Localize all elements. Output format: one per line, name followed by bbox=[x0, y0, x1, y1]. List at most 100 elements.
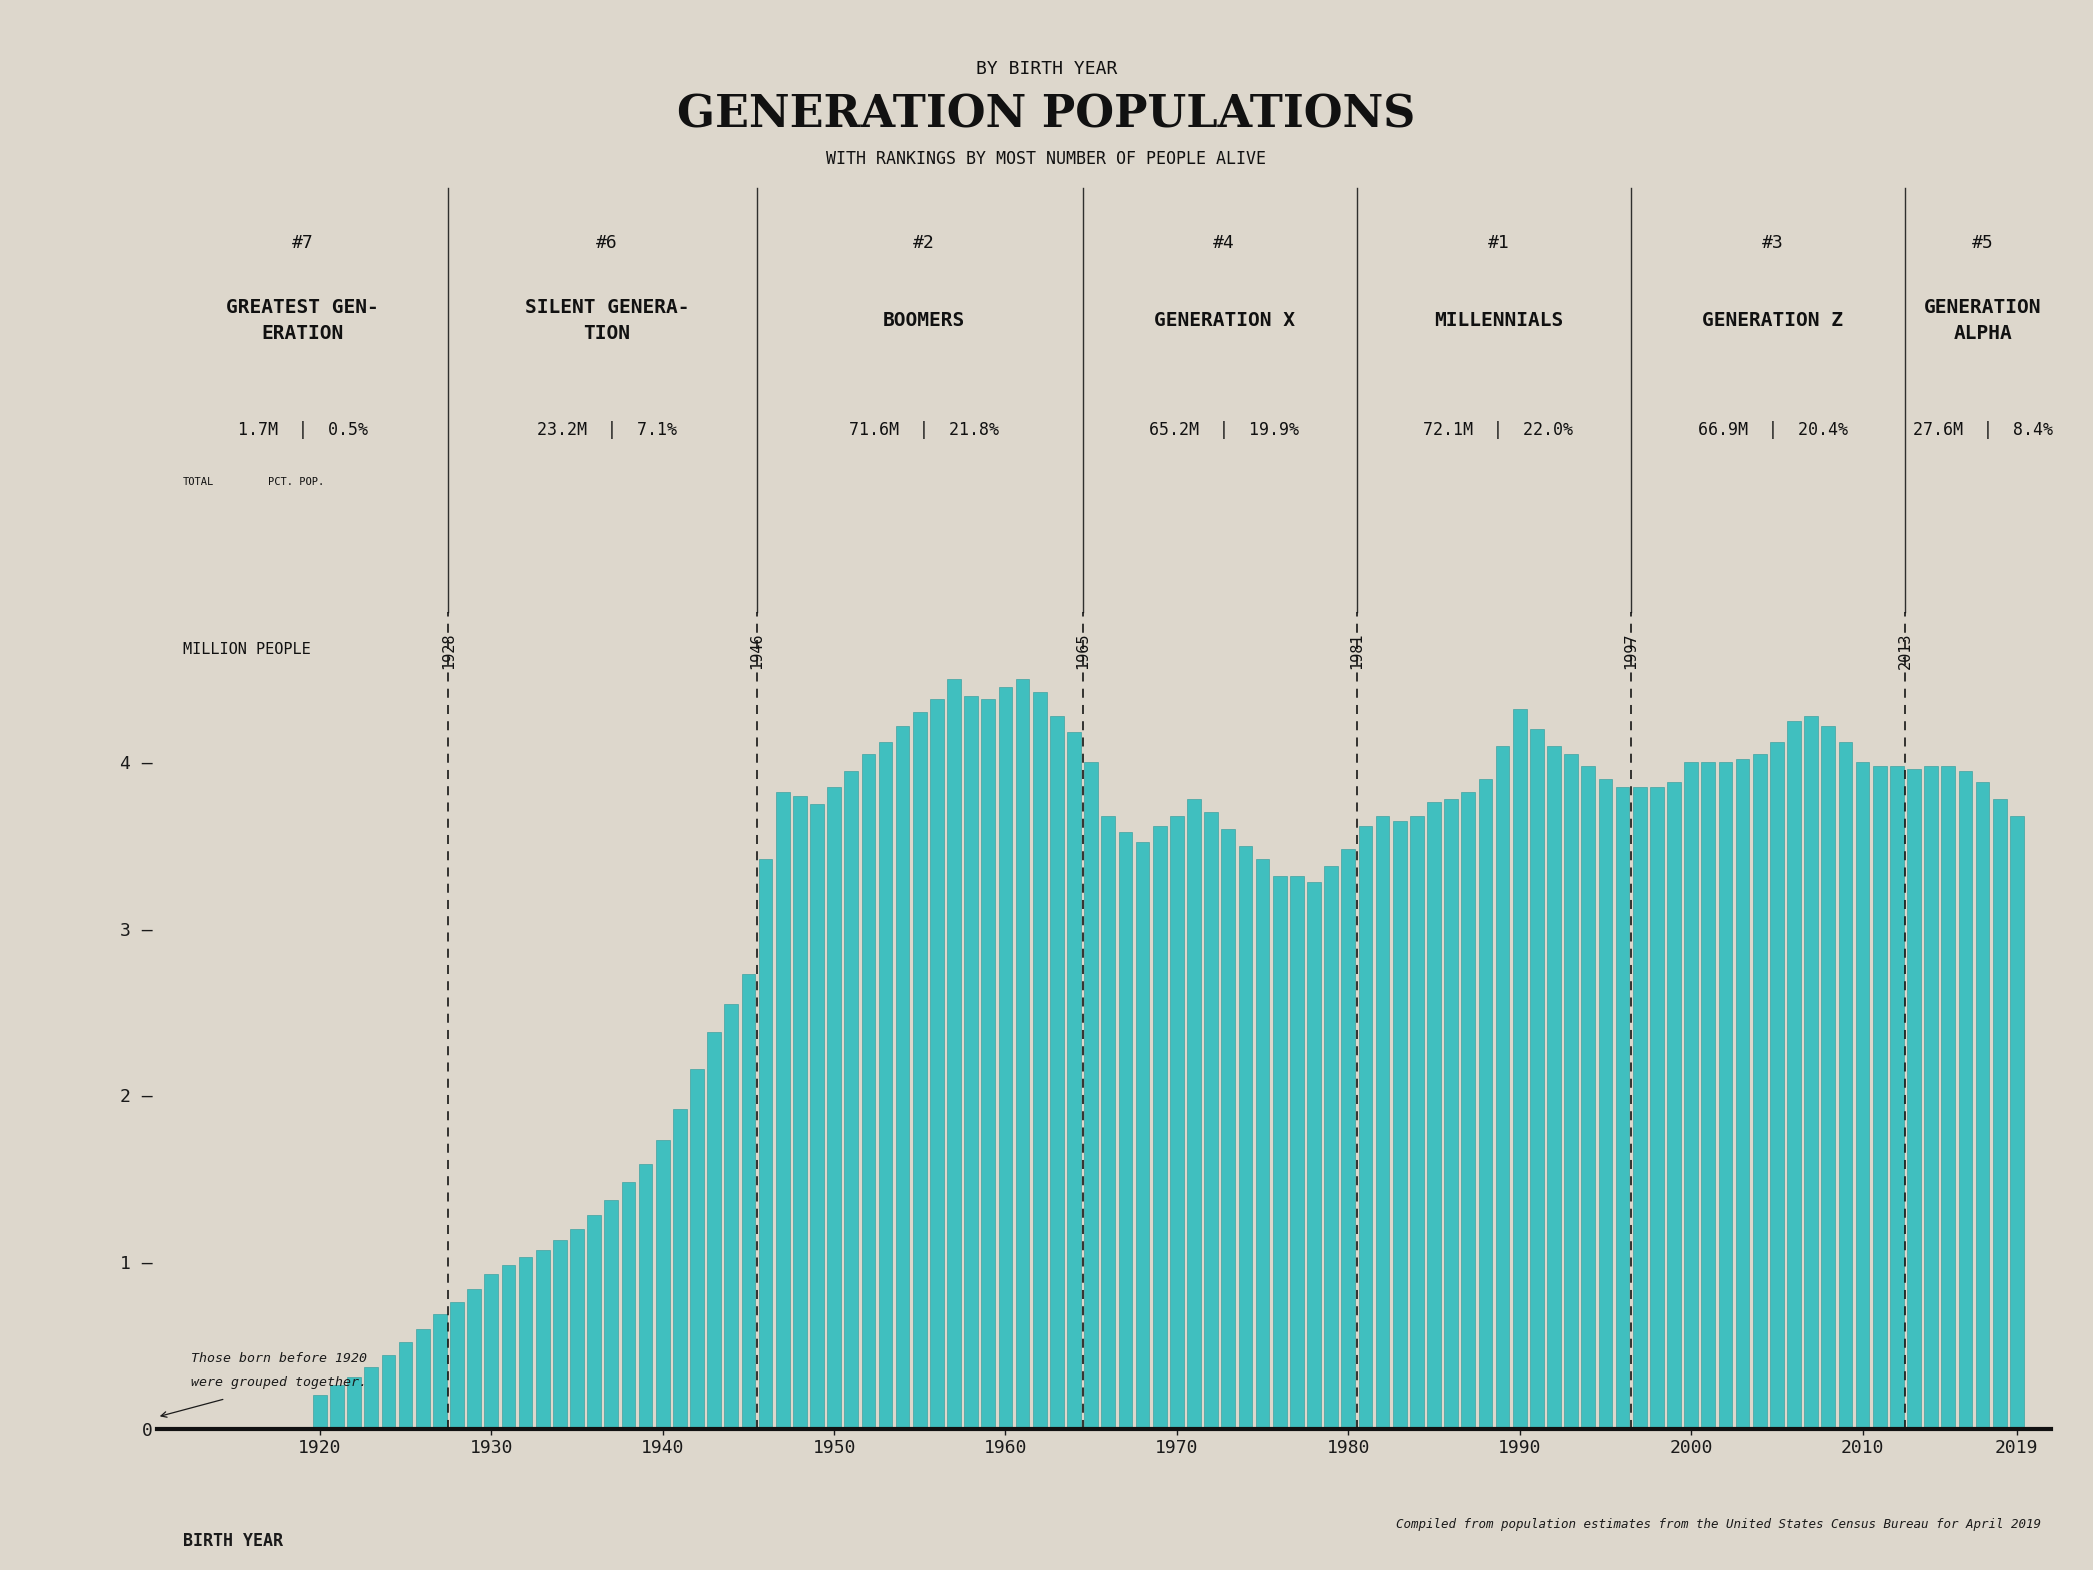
Bar bbox=[674, 1108, 687, 1429]
Bar bbox=[1289, 876, 1304, 1429]
Bar bbox=[1375, 815, 1390, 1429]
Bar bbox=[1136, 842, 1149, 1429]
Text: MILLENNIALS: MILLENNIALS bbox=[1434, 311, 1563, 330]
Text: #3: #3 bbox=[1762, 234, 1783, 253]
Text: TOTAL: TOTAL bbox=[182, 477, 213, 487]
Bar bbox=[622, 1182, 636, 1429]
Bar bbox=[1051, 716, 1063, 1429]
Bar bbox=[793, 796, 806, 1429]
Bar bbox=[536, 1250, 550, 1429]
Text: 1997: 1997 bbox=[1624, 633, 1639, 669]
Text: GENERATION
ALPHA: GENERATION ALPHA bbox=[1923, 298, 2041, 342]
Bar bbox=[1496, 746, 1509, 1429]
Bar bbox=[1427, 802, 1440, 1429]
Bar bbox=[965, 696, 977, 1429]
Bar bbox=[741, 973, 756, 1429]
Bar bbox=[1633, 787, 1647, 1429]
Bar bbox=[1771, 743, 1783, 1429]
Bar bbox=[843, 771, 858, 1429]
Bar bbox=[1563, 754, 1578, 1429]
Bar bbox=[1153, 826, 1166, 1429]
Bar bbox=[1203, 812, 1218, 1429]
Text: were grouped together.: were grouped together. bbox=[190, 1375, 366, 1388]
Text: #1: #1 bbox=[1488, 234, 1509, 253]
Bar bbox=[1084, 763, 1099, 1429]
Bar bbox=[929, 699, 944, 1429]
Bar bbox=[1702, 763, 1714, 1429]
Bar bbox=[1478, 779, 1492, 1429]
Text: BY BIRTH YEAR: BY BIRTH YEAR bbox=[975, 60, 1118, 78]
Bar bbox=[724, 1003, 739, 1429]
Bar bbox=[1067, 732, 1080, 1429]
Bar bbox=[1668, 782, 1681, 1429]
Bar bbox=[1804, 716, 1819, 1429]
Text: 1.7M  |  0.5%: 1.7M | 0.5% bbox=[239, 421, 368, 440]
Bar bbox=[1752, 754, 1766, 1429]
Bar bbox=[553, 1240, 567, 1429]
Bar bbox=[1718, 763, 1733, 1429]
Bar bbox=[417, 1328, 429, 1429]
Bar bbox=[1170, 815, 1185, 1429]
Bar bbox=[879, 743, 892, 1429]
Bar bbox=[1685, 763, 1697, 1429]
Bar bbox=[1582, 766, 1595, 1429]
Text: #6: #6 bbox=[597, 234, 617, 253]
Bar bbox=[1907, 769, 1921, 1429]
Bar bbox=[347, 1377, 360, 1429]
Text: #4: #4 bbox=[1214, 234, 1235, 253]
Bar bbox=[1942, 766, 1955, 1429]
Bar bbox=[433, 1314, 446, 1429]
Bar bbox=[913, 713, 927, 1429]
Text: #7: #7 bbox=[291, 234, 314, 253]
Bar bbox=[777, 793, 789, 1429]
Bar bbox=[398, 1342, 412, 1429]
Bar bbox=[569, 1229, 584, 1429]
Bar bbox=[1530, 728, 1545, 1429]
Bar bbox=[1838, 743, 1852, 1429]
Bar bbox=[896, 725, 910, 1429]
Bar bbox=[1411, 815, 1423, 1429]
Bar bbox=[1187, 799, 1201, 1429]
Bar bbox=[1015, 678, 1030, 1429]
Text: 2013: 2013 bbox=[1898, 633, 1913, 669]
Text: BIRTH YEAR: BIRTH YEAR bbox=[182, 1532, 283, 1550]
Bar bbox=[605, 1201, 617, 1429]
Bar bbox=[483, 1273, 498, 1429]
Bar bbox=[1821, 725, 1836, 1429]
Bar bbox=[1735, 758, 1750, 1429]
Bar bbox=[691, 1069, 703, 1429]
Text: 71.6M  |  21.8%: 71.6M | 21.8% bbox=[850, 421, 998, 440]
Text: 1928: 1928 bbox=[442, 633, 456, 669]
Bar bbox=[1547, 746, 1561, 1429]
Bar bbox=[2009, 815, 2024, 1429]
Bar bbox=[1513, 710, 1526, 1429]
Text: WITH RANKINGS BY MOST NUMBER OF PEOPLE ALIVE: WITH RANKINGS BY MOST NUMBER OF PEOPLE A… bbox=[827, 149, 1266, 168]
Text: MILLION PEOPLE: MILLION PEOPLE bbox=[182, 642, 310, 658]
Bar bbox=[827, 787, 841, 1429]
Bar bbox=[1616, 787, 1630, 1429]
Bar bbox=[1358, 826, 1373, 1429]
Bar bbox=[948, 678, 961, 1429]
Bar bbox=[638, 1163, 653, 1429]
Bar bbox=[314, 1396, 327, 1429]
Bar bbox=[982, 699, 994, 1429]
Bar bbox=[707, 1031, 720, 1429]
Text: Compiled from population estimates from the United States Census Bureau for Apri: Compiled from population estimates from … bbox=[1396, 1518, 2041, 1531]
Bar bbox=[1308, 882, 1321, 1429]
Bar bbox=[1118, 832, 1132, 1429]
Bar bbox=[1394, 821, 1406, 1429]
Bar bbox=[1787, 721, 1800, 1429]
Bar bbox=[1222, 829, 1235, 1429]
Bar bbox=[1444, 799, 1459, 1429]
Bar bbox=[862, 754, 875, 1429]
Bar bbox=[1273, 876, 1287, 1429]
Bar bbox=[450, 1302, 465, 1429]
Bar bbox=[998, 688, 1013, 1429]
Bar bbox=[1325, 865, 1337, 1429]
Bar bbox=[758, 859, 772, 1429]
Text: 66.9M  |  20.4%: 66.9M | 20.4% bbox=[1697, 421, 1848, 440]
Text: GENERATION X: GENERATION X bbox=[1153, 311, 1296, 330]
Bar bbox=[1856, 763, 1869, 1429]
Text: 72.1M  |  22.0%: 72.1M | 22.0% bbox=[1423, 421, 1574, 440]
Bar bbox=[1993, 799, 2007, 1429]
